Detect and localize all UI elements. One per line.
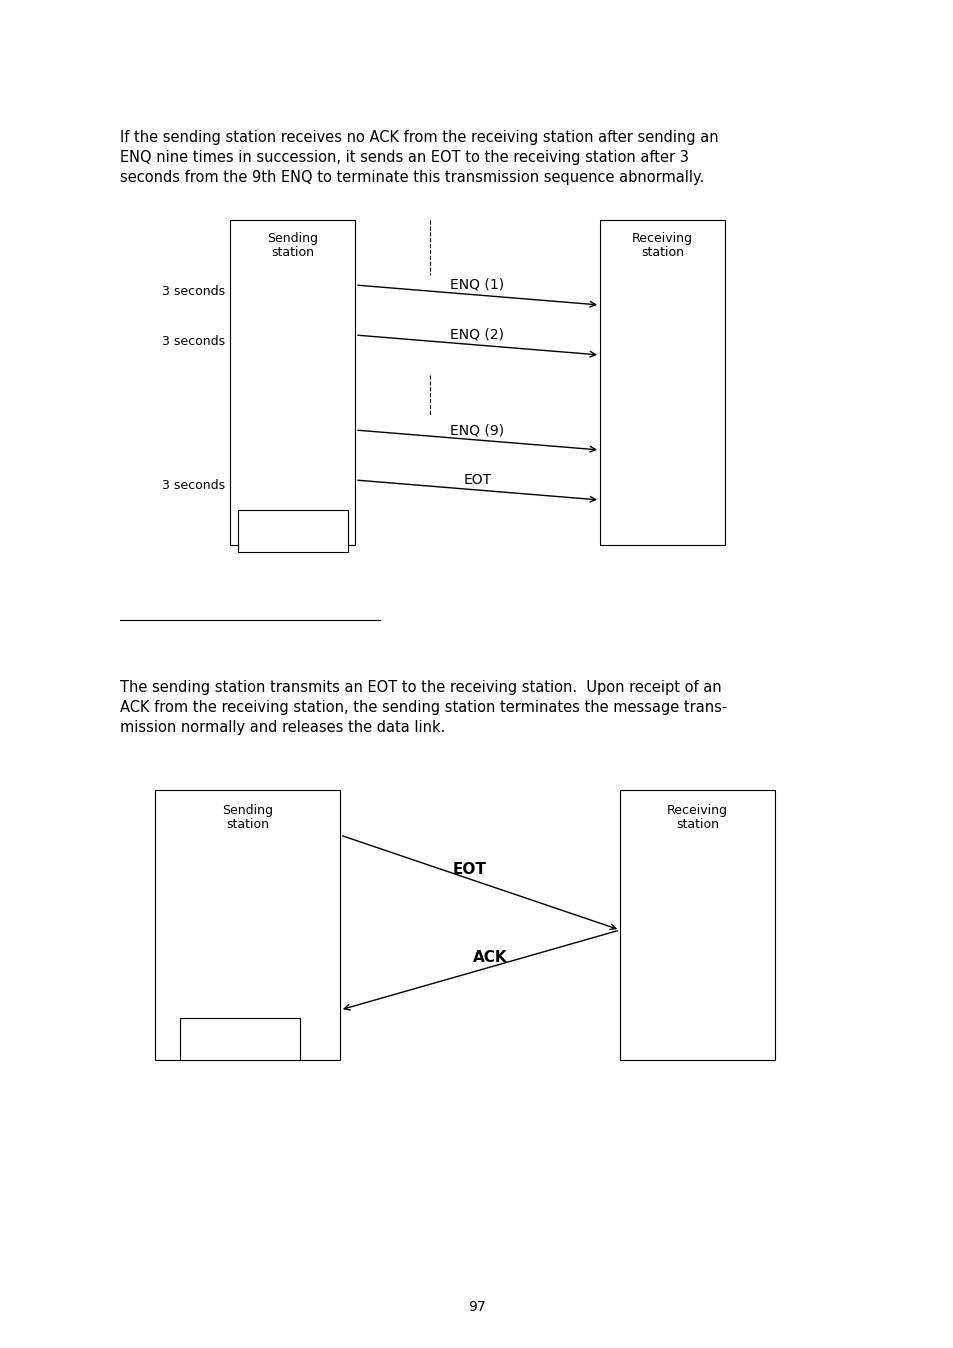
Bar bbox=[154, 790, 339, 1060]
Text: ENQ nine times in succession, it sends an EOT to the receiving station after 3: ENQ nine times in succession, it sends a… bbox=[120, 150, 688, 164]
Text: EOT: EOT bbox=[463, 473, 491, 487]
Text: Receiving: Receiving bbox=[631, 232, 692, 245]
Text: Normal: Normal bbox=[217, 1026, 262, 1039]
Bar bbox=[619, 790, 774, 1060]
Text: 3 seconds: 3 seconds bbox=[162, 336, 225, 348]
Bar bbox=[230, 220, 355, 545]
Text: seconds from the 9th ENQ to terminate this transmission sequence abnormally.: seconds from the 9th ENQ to terminate th… bbox=[120, 170, 703, 185]
Text: EOT: EOT bbox=[453, 863, 486, 878]
Bar bbox=[599, 220, 724, 545]
Text: mission normally and releases the data link.: mission normally and releases the data l… bbox=[120, 720, 445, 735]
Text: ENQ (2): ENQ (2) bbox=[450, 328, 504, 342]
Text: station: station bbox=[676, 818, 719, 830]
Text: ENQ (9): ENQ (9) bbox=[450, 423, 504, 437]
Bar bbox=[180, 1018, 299, 1060]
Text: The sending station transmits an EOT to the receiving station.  Upon receipt of : The sending station transmits an EOT to … bbox=[120, 679, 720, 696]
Text: termination: termination bbox=[204, 1042, 276, 1055]
Text: Sending: Sending bbox=[267, 232, 317, 245]
Text: station: station bbox=[226, 818, 269, 830]
Text: station: station bbox=[640, 245, 683, 259]
Bar bbox=[237, 510, 348, 551]
Text: ACK from the receiving station, the sending station terminates the message trans: ACK from the receiving station, the send… bbox=[120, 700, 726, 714]
Text: ACK: ACK bbox=[472, 950, 507, 965]
Text: 3 seconds: 3 seconds bbox=[162, 284, 225, 298]
Text: termination: termination bbox=[256, 534, 329, 547]
Text: Receiving: Receiving bbox=[666, 803, 727, 817]
Text: Abnormal: Abnormal bbox=[263, 518, 323, 531]
Text: Sending: Sending bbox=[222, 803, 273, 817]
Text: If the sending station receives no ACK from the receiving station after sending : If the sending station receives no ACK f… bbox=[120, 129, 718, 146]
Text: 97: 97 bbox=[468, 1299, 485, 1314]
Text: ENQ (1): ENQ (1) bbox=[450, 278, 504, 293]
Text: 3 seconds: 3 seconds bbox=[162, 479, 225, 492]
Text: station: station bbox=[271, 245, 314, 259]
